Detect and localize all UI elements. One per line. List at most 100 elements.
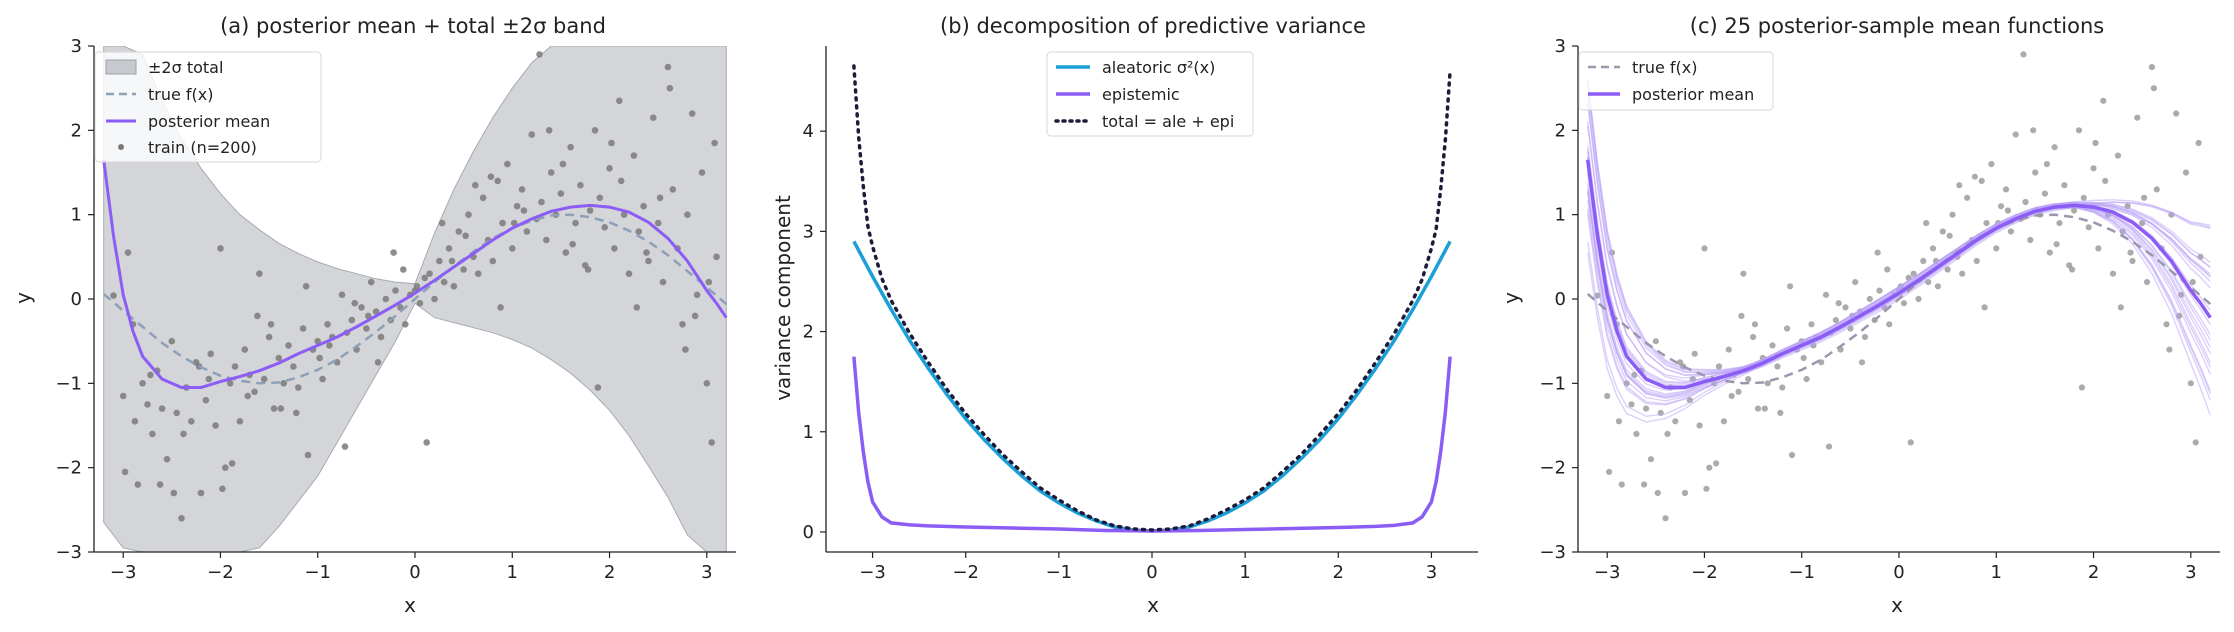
panel-a-plot-area <box>102 46 728 552</box>
train-point <box>2061 182 2068 189</box>
panel-b-legend: aleatoric σ²(x) epistemic total = ale + … <box>1046 51 1254 137</box>
train-point <box>358 304 365 311</box>
train-point <box>2153 186 2160 193</box>
x-tick-label: 0 <box>409 562 420 583</box>
train-point <box>1822 291 1830 298</box>
train-point <box>2075 127 2083 134</box>
legend-label: posterior mean <box>148 112 270 131</box>
train-point <box>698 169 706 176</box>
legend-frame <box>1046 51 1254 137</box>
train-point <box>2129 257 2136 265</box>
train-point <box>666 84 674 92</box>
x-tick-label: −3 <box>1594 562 1621 583</box>
train-point <box>572 219 579 227</box>
train-point <box>1641 481 1648 488</box>
train-point <box>1740 270 1747 277</box>
train-point <box>510 219 518 227</box>
train-point <box>2143 279 2151 286</box>
train-point <box>1852 279 1859 286</box>
train-point <box>1886 321 1893 328</box>
train-point <box>705 278 713 286</box>
train-point <box>382 295 390 303</box>
train-point <box>1983 220 1990 227</box>
train-point <box>708 439 715 446</box>
train-point <box>2051 144 2058 151</box>
train-point <box>367 278 375 286</box>
train-point <box>1946 232 1953 239</box>
panel-c-title: (c) 25 posterior-sample mean functions <box>1690 14 2104 38</box>
x-tick-label: −2 <box>1691 562 1718 583</box>
train-point <box>212 422 219 429</box>
train-point <box>633 304 641 311</box>
train-point <box>222 464 229 472</box>
train-point <box>1910 270 1917 277</box>
train-point <box>645 257 652 265</box>
train-point <box>421 274 429 282</box>
posterior-sample-line <box>1587 101 2211 377</box>
train-point <box>1701 245 1708 252</box>
train-point <box>1964 194 1971 201</box>
y-tick-label: 1 <box>71 205 82 226</box>
train-point <box>577 181 584 189</box>
train-point <box>1835 300 1842 307</box>
train-point <box>620 211 628 218</box>
train-point <box>669 186 677 193</box>
panel-a-axes: −3 −2 −1 0 1 2 3 −3 −2 −1 0 1 2 3 <box>55 36 736 583</box>
posterior-sample-line <box>1587 203 2211 406</box>
train-point <box>231 363 239 370</box>
train-point <box>178 515 185 522</box>
train-point <box>1981 304 1988 311</box>
train-point <box>400 266 407 273</box>
train-point <box>1720 418 1727 425</box>
train-point <box>319 375 326 383</box>
train-point <box>499 219 506 227</box>
train-point <box>691 312 699 320</box>
train-point <box>316 354 324 362</box>
x-tick-label: 0 <box>1893 562 1904 583</box>
train-point <box>606 165 613 172</box>
train-point <box>1934 283 1941 290</box>
x-tick-label: −3 <box>859 562 886 583</box>
posterior-sample-line <box>1587 121 2211 382</box>
legend-label: true f(x) <box>1632 58 1698 77</box>
train-point <box>1876 287 1883 294</box>
y-tick-label: −2 <box>55 458 82 479</box>
train-point <box>1703 485 1710 492</box>
train-point <box>293 409 300 417</box>
train-point <box>509 245 516 252</box>
train-point <box>1738 312 1745 319</box>
train-point <box>413 283 421 290</box>
train-point <box>1662 515 1669 522</box>
train-point <box>1706 464 1713 471</box>
train-point <box>450 283 458 290</box>
train-point <box>1866 295 1873 303</box>
train-point <box>188 418 195 425</box>
train-point <box>299 325 307 332</box>
train-point <box>682 346 689 353</box>
legend-label: ±2σ total <box>148 58 223 77</box>
panel-b-title: (b) decomposition of predictive variance <box>940 14 1366 38</box>
panel-b-axes: −3 −2 −1 0 1 2 3 0 1 2 3 4 <box>803 46 1478 583</box>
train-point <box>207 350 214 358</box>
train-point <box>2012 131 2019 138</box>
train-point <box>1633 430 1640 437</box>
y-tick-label: 2 <box>71 120 82 141</box>
train-point <box>1800 354 1807 362</box>
train-point <box>168 337 176 345</box>
train-point <box>1825 443 1833 450</box>
train-point <box>2041 190 2048 197</box>
x-tick-label: −1 <box>304 562 331 583</box>
train-point <box>569 240 576 248</box>
x-tick-label: 2 <box>604 562 615 583</box>
train-point <box>494 177 502 185</box>
train-point <box>1861 333 1869 341</box>
y-tick-label: 3 <box>71 36 82 57</box>
train-point <box>1929 245 1937 252</box>
train-point <box>643 249 650 256</box>
train-point <box>254 312 261 320</box>
train-point <box>2043 161 2050 168</box>
train-point <box>2053 241 2060 248</box>
train-point <box>528 131 535 138</box>
train-point <box>2078 384 2085 391</box>
